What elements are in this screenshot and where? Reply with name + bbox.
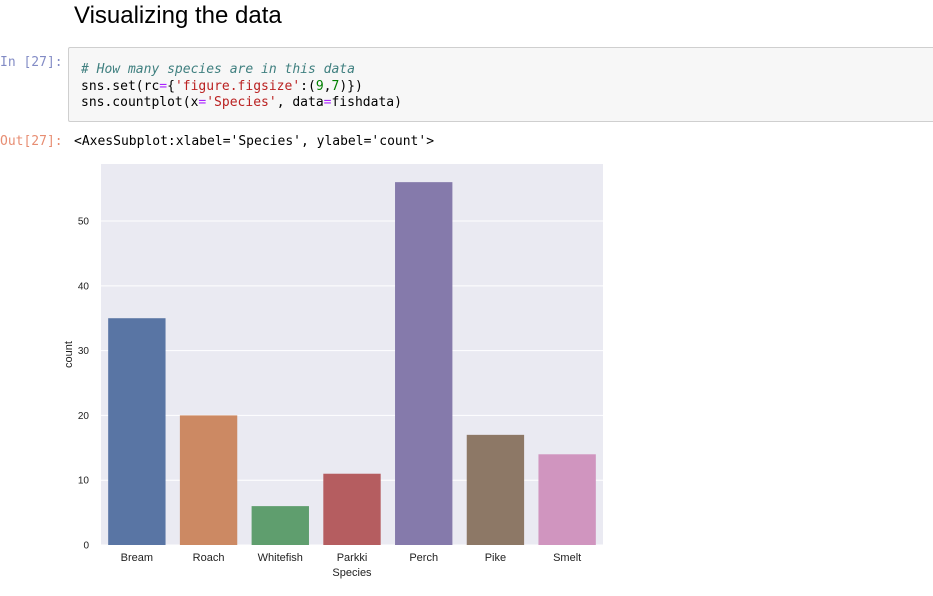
code-operator: = xyxy=(198,95,207,110)
code-operator: = xyxy=(159,78,168,94)
code-token: )}) xyxy=(339,78,363,94)
y-axis-label: count xyxy=(63,341,75,368)
x-tick-label: Smelt xyxy=(553,552,581,564)
code-token: :( xyxy=(300,78,316,94)
code-number: 7 xyxy=(331,78,340,94)
x-tick-label: Bream xyxy=(121,552,153,564)
species-count-chart: 0 10 20 30 40 50 Bream Roach Whitefish Parkki Per… xyxy=(63,164,603,579)
x-axis-label: Species xyxy=(332,567,372,579)
code-token: sns.countplot(x xyxy=(81,95,199,110)
bars xyxy=(108,182,596,545)
code-operator: = xyxy=(323,95,332,110)
y-tick-label: 0 xyxy=(83,541,89,552)
code-token: fishdata) xyxy=(331,95,402,110)
code-token: sns.set(rc xyxy=(81,78,160,94)
x-tick-label: Roach xyxy=(193,552,225,564)
input-prompt: In [27]: xyxy=(0,55,63,70)
bar-whitefish xyxy=(251,506,309,545)
code-cell-input[interactable]: # How many species are in this data sns.… xyxy=(68,47,933,122)
y-tick-label: 50 xyxy=(78,217,90,228)
y-tick-label: 40 xyxy=(78,281,90,292)
y-tick-label: 30 xyxy=(78,346,90,357)
bar-bream xyxy=(108,318,166,545)
x-tick-label: Parkki xyxy=(337,552,368,564)
code-editor[interactable]: # How many species are in this data sns.… xyxy=(81,62,402,112)
bar-smelt xyxy=(538,454,596,545)
section-heading: Visualizing the data xyxy=(74,2,282,29)
x-tick-label: Perch xyxy=(409,552,438,564)
bar-parkki xyxy=(323,473,381,545)
bar-perch xyxy=(395,182,453,545)
code-token: , xyxy=(323,78,332,94)
code-token: , data xyxy=(276,95,324,110)
code-token: { xyxy=(167,78,175,94)
x-tick-labels: Bream Roach Whitefish Parkki Perch Pike Smelt xyxy=(121,552,582,564)
code-string: 'Species' xyxy=(206,95,277,110)
bar-pike xyxy=(466,434,525,545)
x-tick-label: Whitefish xyxy=(258,552,303,564)
y-tick-labels: 0 10 20 30 40 50 xyxy=(78,217,90,552)
x-tick-label: Pike xyxy=(485,552,506,564)
y-tick-label: 10 xyxy=(78,476,90,487)
output-prompt: Out[27]: xyxy=(0,134,63,149)
code-string: 'figure.figsize' xyxy=(174,78,301,94)
bar-roach xyxy=(179,415,238,545)
code-number: 9 xyxy=(315,78,324,94)
output-repr: <AxesSubplot:xlabel='Species', ylabel='c… xyxy=(74,134,435,149)
code-comment: # How many species are in this data xyxy=(81,62,355,77)
y-tick-label: 20 xyxy=(78,411,90,422)
